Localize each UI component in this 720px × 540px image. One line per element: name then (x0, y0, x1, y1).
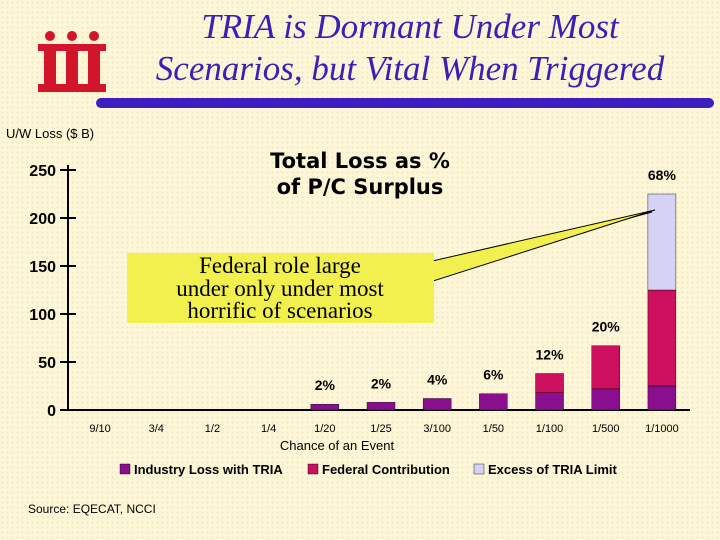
y-tick-label: 200 (29, 211, 56, 228)
bar-segment (535, 392, 564, 411)
x-tick-label: 1/20 (314, 423, 335, 435)
y-tick-label: 150 (29, 259, 56, 276)
bar-segment (647, 289, 677, 387)
x-tick-label: 3/100 (423, 423, 451, 435)
legend-swatch (307, 463, 319, 475)
source-note: Source: EQECAT, NCCI (28, 502, 156, 516)
x-tick-label: 1/2 (205, 423, 220, 435)
iii-logo (38, 31, 106, 92)
callout-line1: Federal role large (199, 253, 361, 278)
x-tick-label: 1/50 (483, 423, 504, 435)
x-tick-label: 1/4 (261, 423, 276, 435)
bar-segment (479, 393, 508, 411)
legend-label: Industry Loss with TRIA (134, 462, 283, 477)
bar-segment (647, 193, 677, 291)
y-tick-label: 250 (29, 163, 56, 180)
data-label: 20% (592, 319, 621, 335)
legend: Industry Loss with TRIA Federal Contribut… (119, 462, 617, 477)
legend-swatch (473, 463, 485, 475)
bar-segment (647, 385, 677, 411)
chart-title-line2: of P/C Surplus (277, 175, 444, 199)
data-label: 2% (371, 375, 392, 391)
callout-pointer-fill (427, 209, 656, 283)
x-tick-label: 1/100 (536, 423, 564, 435)
x-axis-title: Chance of an Event (280, 438, 395, 453)
y-tick-label: 50 (38, 355, 56, 372)
x-tick-label: 1/1000 (645, 423, 679, 435)
data-label: 12% (536, 347, 565, 363)
data-label: 4% (427, 371, 448, 387)
chart-title-line1: Total Loss as % (270, 149, 450, 173)
slide-title-line2: Scenarios, but Vital When Triggered (155, 49, 665, 88)
x-tick-label: 9/10 (89, 423, 110, 435)
callout-line3: horrific of scenarios (187, 298, 372, 323)
x-tick-label: 1/500 (592, 423, 620, 435)
x-tick-label: 1/25 (370, 423, 391, 435)
callout-box (127, 253, 434, 323)
data-label: 2% (315, 377, 336, 393)
title-underline (96, 98, 714, 108)
bar-segment (535, 373, 564, 393)
legend-swatch (119, 463, 131, 475)
bar-segment (366, 402, 396, 411)
bar-segment (591, 388, 620, 411)
y-axis-label: U/W Loss ($ B) (6, 126, 95, 141)
x-tick-label: 3/4 (149, 423, 164, 435)
y-tick-label: 100 (29, 307, 56, 324)
data-label: 6% (483, 367, 504, 383)
data-label: 68% (648, 167, 677, 183)
bar-segment (591, 345, 620, 390)
legend-label: Excess of TRIA Limit (488, 462, 617, 477)
callout-line2: under only under most (176, 276, 384, 301)
bar-segment (310, 404, 340, 411)
y-tick-label: 0 (47, 403, 56, 420)
slide-title-line1: TRIA is Dormant Under Most (201, 7, 619, 46)
legend-label: Federal Contribution (322, 462, 450, 477)
bar-segment (422, 398, 452, 411)
slide-title: TRIA is Dormant Under Most Scenarios, bu… (100, 6, 720, 90)
